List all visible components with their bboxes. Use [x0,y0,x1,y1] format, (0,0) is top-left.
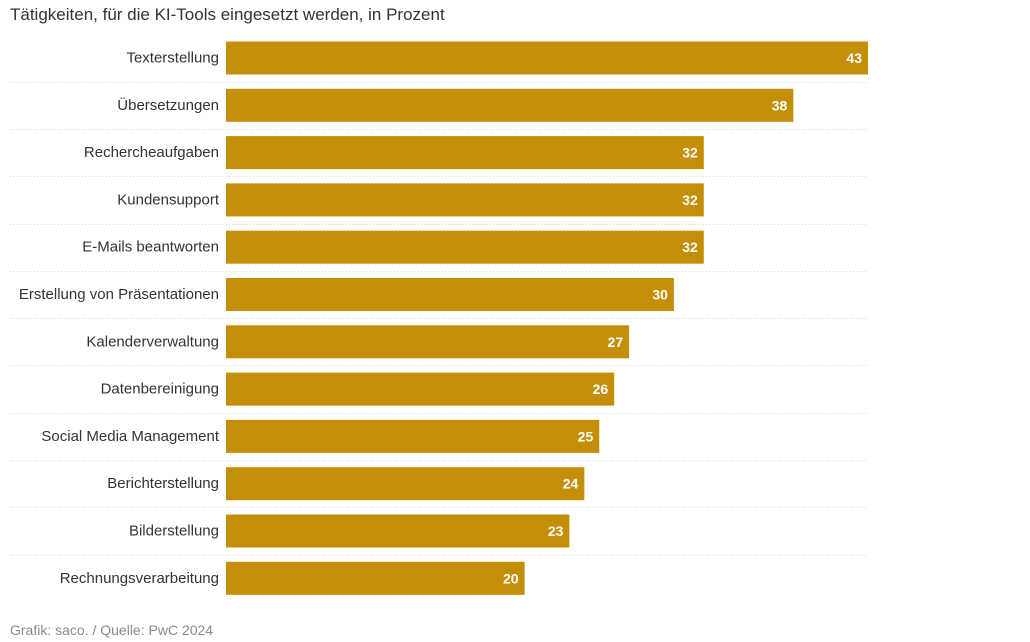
bar [226,325,630,359]
category-label: Rechnungsverarbeitung [60,570,219,587]
value-label: 25 [578,428,594,444]
category-label: Rechercheaufgaben [84,144,219,161]
category-label: E-Mails beantworten [82,239,219,256]
category-label: Erstellung von Präsentationen [19,286,219,303]
category-label: Social Media Management [41,428,219,445]
bar [226,372,615,406]
category-label: Bilderstellung [129,523,219,540]
value-label: 38 [772,97,788,113]
bar-chart: Texterstellung 43 Übersetzungen 38 Recherche… [10,41,868,595]
category-label: Übersetzungen [117,96,219,114]
bar [226,183,704,217]
category-label: Texterstellung [126,50,219,67]
value-label: 32 [682,192,698,208]
bar [226,278,674,311]
category-label: Berichterstellung [107,475,219,492]
bar [226,467,585,501]
value-label: 32 [682,239,698,255]
chart-title: Tätigkeiten, für die KI-Tools eingesetzt… [10,5,445,24]
bar [226,136,704,170]
value-label: 26 [593,381,609,397]
value-label: 32 [682,145,698,161]
category-label: Kalenderverwaltung [86,333,219,350]
value-label: 23 [548,523,564,539]
bar [226,230,704,264]
bar [226,41,868,75]
category-label: Datenbereinigung [101,381,219,398]
bar [226,88,794,122]
value-label: 43 [846,50,862,66]
bar [226,514,570,548]
source-credit: Grafik: saco. / Quelle: PwC 2024 [10,622,214,638]
value-label: 20 [503,570,519,586]
bar [226,561,525,595]
category-label: Kundensupport [117,191,220,208]
bar [226,419,600,453]
value-label: 30 [652,287,668,303]
value-label: 27 [608,334,624,350]
value-label: 24 [563,476,579,492]
